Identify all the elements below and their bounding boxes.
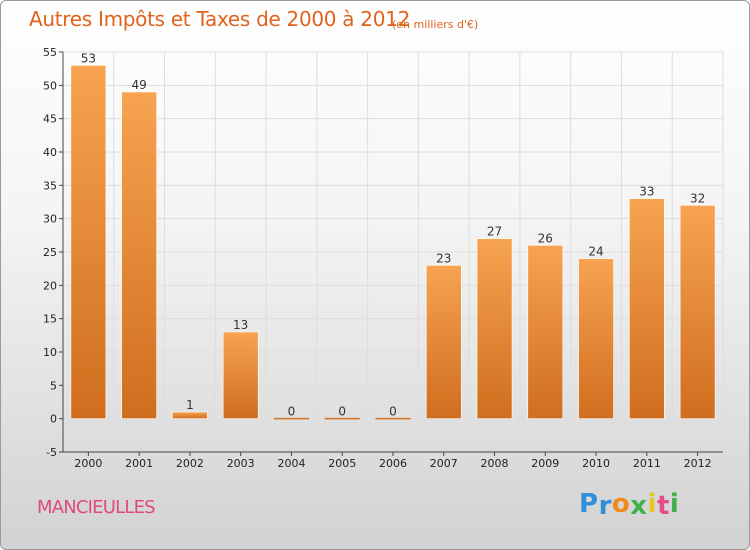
data-label-2011: 33: [639, 185, 654, 199]
logo-letter: r: [598, 491, 612, 521]
y-tick-label: 25: [43, 246, 57, 259]
y-tick-label: 10: [43, 346, 57, 359]
data-label-2004: 0: [288, 405, 296, 419]
logo-letter: o: [611, 489, 631, 519]
x-tick-label-2002: 2002: [176, 457, 204, 470]
y-tick-label: 30: [43, 213, 57, 226]
data-label-2008: 27: [487, 225, 502, 239]
data-label-2009: 26: [538, 231, 553, 245]
bar-2011: [629, 198, 665, 419]
x-tick-label-2004: 2004: [277, 457, 305, 470]
chart-subtitle: (en milliers d'€): [392, 18, 479, 31]
data-label-2006: 0: [389, 405, 397, 419]
chart-title: Autres Impôts et Taxes de 2000 à 2012: [29, 7, 410, 31]
data-label-2001: 49: [132, 78, 147, 92]
logo-letter: t: [656, 491, 670, 521]
logo-letter: x: [630, 491, 648, 521]
x-tick-label-2012: 2012: [684, 457, 712, 470]
data-label-2002: 1: [186, 398, 194, 412]
y-tick-label: 40: [43, 146, 57, 159]
x-tick-label-2003: 2003: [227, 457, 255, 470]
bars: [70, 65, 716, 420]
bar-2008: [476, 238, 513, 419]
y-tick-label: 0: [50, 413, 57, 426]
location-name: MANCIEULLES: [37, 497, 156, 518]
x-tick-label-2008: 2008: [481, 457, 509, 470]
x-tick-label-2010: 2010: [582, 457, 610, 470]
axes: [59, 51, 723, 456]
data-label-2007: 23: [436, 251, 451, 265]
x-tick-label-2009: 2009: [531, 457, 559, 470]
bar-2003: [222, 331, 259, 419]
bar-2002: [172, 411, 208, 419]
y-tick-label: 35: [43, 179, 57, 192]
data-label-2000: 53: [81, 51, 96, 65]
bar-2000: [70, 65, 107, 419]
y-tick-label: 45: [43, 113, 57, 126]
y-tick-label: -5: [46, 446, 57, 459]
bar-2001: [121, 91, 157, 419]
data-label-2010: 24: [588, 245, 603, 259]
proxiti-logo: Proxiti: [579, 489, 680, 521]
bar-2007: [425, 265, 462, 419]
data-label-2005: 0: [338, 405, 346, 419]
x-tick-label-2011: 2011: [633, 457, 661, 470]
bar-2012: [679, 205, 716, 419]
x-tick-label-2005: 2005: [328, 457, 356, 470]
data-label-2003: 13: [233, 318, 248, 332]
x-tick-label-2000: 2000: [74, 457, 102, 470]
logo-letter: i: [647, 489, 657, 519]
labels: -5 0 5 10 15 20 25 30 35 40 45 50 55 53 2000 49 2001 1 200…: [43, 46, 712, 470]
x-tick-label-2006: 2006: [379, 457, 407, 470]
data-label-2012: 32: [690, 191, 705, 205]
x-tick-label-2001: 2001: [125, 457, 153, 470]
grid: [62, 51, 724, 453]
y-tick-label: 20: [43, 279, 57, 292]
y-tick-label: 55: [43, 46, 57, 59]
y-tick-label: 50: [43, 79, 57, 92]
logo-letter: P: [579, 489, 599, 519]
x-tick-label-2007: 2007: [430, 457, 458, 470]
bar-2010: [578, 258, 614, 419]
bar-2009: [527, 245, 564, 419]
logo-letter: i: [669, 489, 680, 519]
y-tick-label: 15: [43, 313, 57, 326]
y-tick-label: 5: [50, 379, 57, 392]
